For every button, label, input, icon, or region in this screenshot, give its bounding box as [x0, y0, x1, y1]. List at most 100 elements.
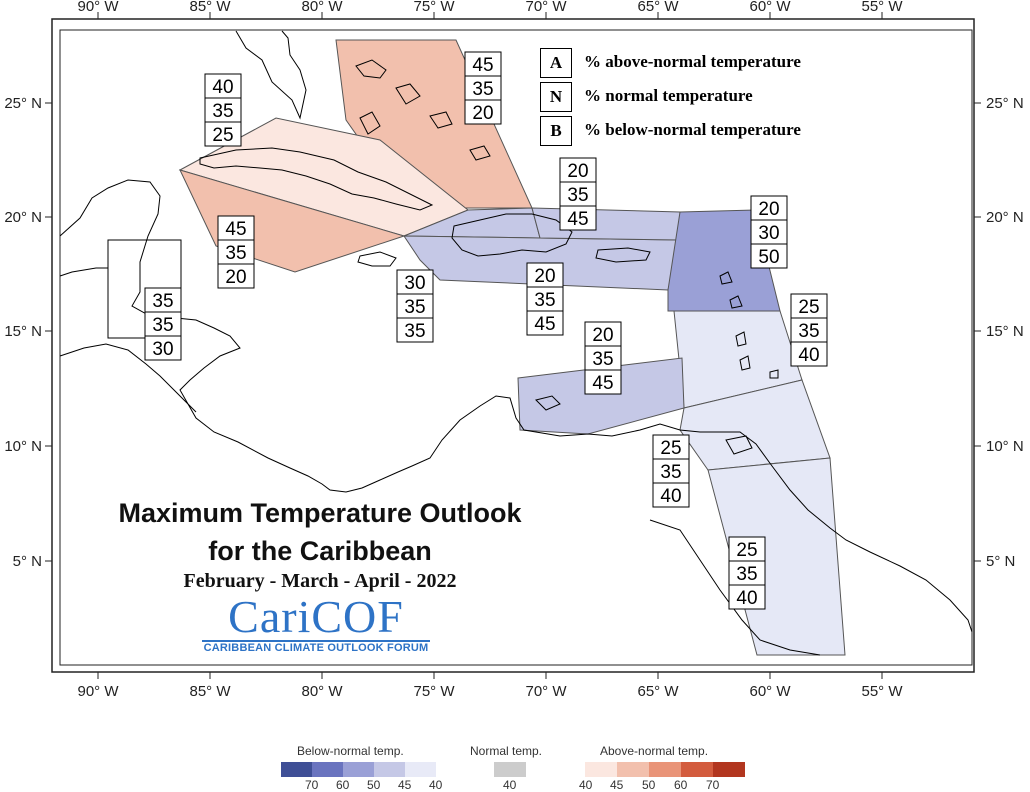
prob-box-cuba: 40 35 25 — [204, 73, 242, 147]
colorbar-value: 50 — [642, 778, 656, 792]
prob-normal: 35 — [736, 564, 757, 585]
prob-below: 45 — [534, 314, 555, 335]
prob-normal: 30 — [758, 223, 779, 244]
x-tick-bottom: 85° W — [189, 683, 231, 700]
coast-mexico-west — [59, 267, 108, 277]
colorbar-value: 40 — [579, 778, 593, 792]
x-tick-bottom: 80° W — [301, 683, 343, 700]
x-tick-top: 65° W — [637, 0, 679, 15]
axis-tick-marks — [45, 12, 981, 679]
prob-above: 45 — [472, 55, 493, 76]
prob-below: 40 — [798, 345, 819, 366]
x-tick-bottom: 75° W — [413, 683, 455, 700]
colorbar-value: 40 — [503, 778, 517, 792]
coast-windward-2 — [739, 355, 751, 371]
colorbar-value: 45 — [398, 778, 412, 792]
y-tick-right: 25° N — [986, 95, 1024, 112]
map-inner-frame — [59, 29, 973, 666]
key-letter: N — [540, 82, 572, 112]
map-title: Maximum Temperature Outlook — [118, 498, 522, 528]
prob-normal: 35 — [472, 79, 493, 100]
prob-above: 20 — [758, 199, 779, 220]
x-axis-bottom-labels: 90° W 85° W 80° W 75° W 70° W 65° W 60° … — [77, 683, 903, 700]
prob-below: 20 — [225, 267, 246, 288]
prob-normal: 35 — [660, 462, 681, 483]
forecast-regions — [178, 39, 846, 656]
coast-bahamas-5 — [469, 145, 491, 161]
prob-below: 40 — [660, 486, 681, 507]
prob-normal: 35 — [404, 297, 425, 318]
prob-above: 40 — [212, 77, 233, 98]
y-tick-right: 15° N — [986, 323, 1024, 340]
coast-trinidad — [725, 435, 753, 455]
coast-puerto-rico — [595, 247, 651, 263]
colorbar-swatch — [494, 762, 526, 777]
x-tick-bottom: 70° W — [525, 683, 567, 700]
colorbar-normal-label: Normal temp. — [470, 744, 543, 758]
y-tick-left: 25° N — [4, 95, 42, 112]
prob-normal: 35 — [798, 321, 819, 342]
caricof-logo: CariCOF CARIBBEAN CLIMATE OUTLOOK FORUM — [200, 594, 432, 654]
coast-pacific — [59, 343, 197, 413]
prob-normal: 35 — [534, 290, 555, 311]
colorbar-value: 50 — [367, 778, 381, 792]
coast-cuba — [199, 147, 434, 211]
x-tick-top: 90° W — [77, 0, 119, 15]
prob-box-abc: 20 35 45 — [584, 321, 622, 395]
prob-box-leeward: 20 30 50 — [750, 195, 788, 269]
coast-florida — [235, 30, 307, 120]
prob-above: 25 — [736, 540, 757, 561]
x-tick-top: 55° W — [861, 0, 903, 15]
coast-jamaica — [357, 251, 397, 267]
colorbar-swatches — [281, 762, 745, 777]
logo-rule — [202, 640, 430, 642]
colorbar-swatch — [649, 762, 681, 777]
colorbar-swatch — [617, 762, 649, 777]
colorbar-value: 70 — [305, 778, 319, 792]
logo-tagline: CARIBBEAN CLIMATE OUTLOOK FORUM — [203, 642, 429, 654]
x-tick-top: 70° W — [525, 0, 567, 15]
prob-below: 45 — [592, 373, 613, 394]
key-row-normal: N % normal temperature — [540, 82, 848, 112]
prob-above: 25 — [798, 297, 819, 318]
coast-yucatan — [59, 179, 973, 633]
prob-above: 20 — [567, 161, 588, 182]
prob-box-windward: 25 35 40 — [790, 293, 828, 367]
coast-bahamas-2 — [395, 83, 421, 105]
x-tick-bottom: 55° W — [861, 683, 903, 700]
prob-box-trinidad: 25 35 40 — [652, 434, 690, 508]
colorbar-swatch — [713, 762, 745, 777]
map-subtitle: February - March - April - 2022 — [183, 570, 457, 592]
colorbar-swatch — [681, 762, 713, 777]
colorbar-swatch — [312, 762, 343, 777]
prob-above: 20 — [592, 325, 613, 346]
colorbar-value: 70 — [706, 778, 720, 792]
y-tick-right: 20° N — [986, 209, 1024, 226]
colorbar-below-label: Below-normal temp. — [297, 744, 404, 758]
prob-normal: 35 — [592, 349, 613, 370]
colorbar-value: 40 — [429, 778, 443, 792]
colorbar-swatch — [343, 762, 374, 777]
map-title-line2: for the Caribbean — [208, 536, 432, 566]
colorbar-value: 60 — [336, 778, 350, 792]
prob-above: 35 — [152, 291, 173, 312]
coast-barbados — [769, 369, 779, 379]
region-abc-islands — [517, 357, 685, 435]
coast-bahamas-3 — [429, 111, 453, 129]
prob-below: 45 — [567, 209, 588, 230]
prob-above: 45 — [225, 219, 246, 240]
prob-box-cayman: 45 35 20 — [217, 215, 255, 289]
y-tick-left: 20° N — [4, 209, 42, 226]
prob-normal: 35 — [567, 185, 588, 206]
prob-normal: 35 — [212, 101, 233, 122]
prob-below: 50 — [758, 247, 779, 268]
x-tick-bottom: 65° W — [637, 683, 679, 700]
coast-curacao — [535, 395, 561, 411]
x-tick-top: 85° W — [189, 0, 231, 15]
prob-below: 25 — [212, 125, 233, 146]
prob-above: 20 — [534, 266, 555, 287]
region-hispaniola-top — [531, 207, 681, 241]
y-axis-left-labels: 25° N 20° N 15° N 10° N 5° N — [4, 95, 42, 570]
y-tick-right: 5° N — [986, 553, 1015, 570]
